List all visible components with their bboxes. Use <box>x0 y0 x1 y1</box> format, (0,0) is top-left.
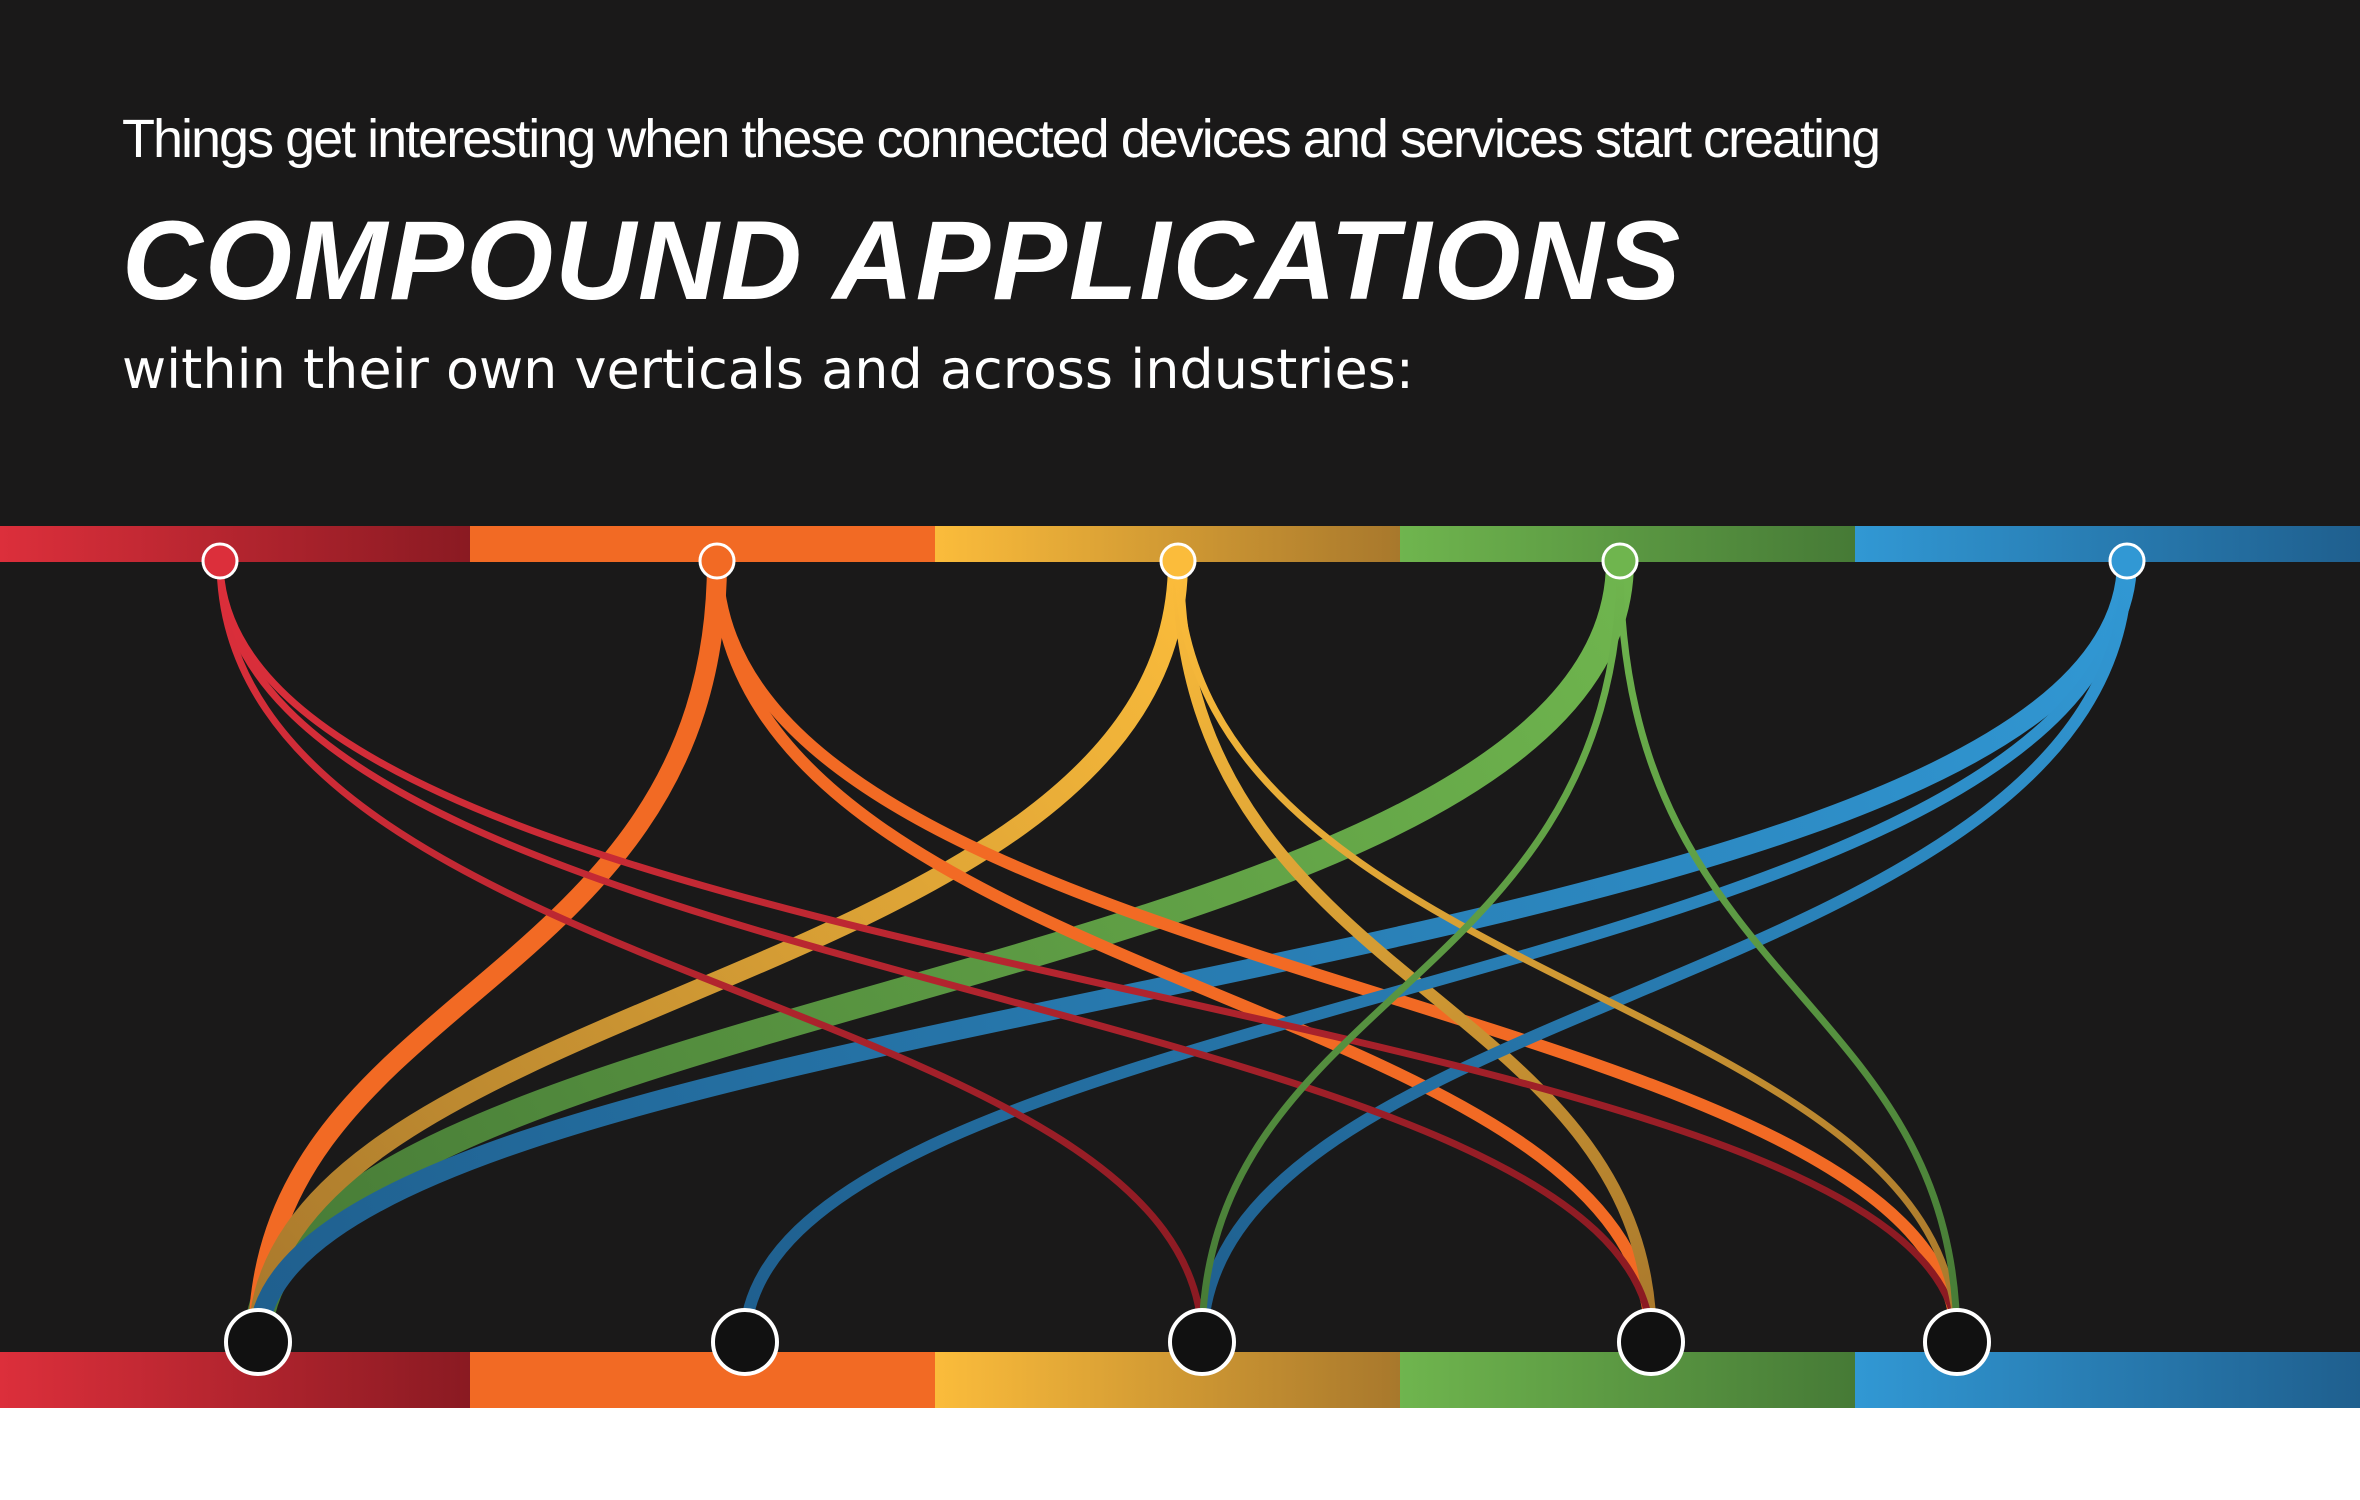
target-node-blue <box>1923 1308 1991 1376</box>
bottom-color-band <box>0 1352 2360 1408</box>
source-nodes <box>201 542 2146 580</box>
connection-orange-to-green <box>711 555 1657 1348</box>
connection-blue-to-orange <box>739 555 2133 1348</box>
target-nodes <box>224 1308 1991 1376</box>
source-node-green <box>1601 542 1639 580</box>
connection-green-to-blue <box>1616 557 1961 1346</box>
target-node-green <box>1617 1308 1685 1376</box>
top-band-blue <box>1855 526 2360 562</box>
bottom-band-orange <box>470 1352 935 1408</box>
subheading-text: within their own verticals and across in… <box>122 338 1414 401</box>
connection-red-to-blue <box>216 557 1961 1346</box>
connection-red-to-yellow <box>216 557 1206 1346</box>
target-node-orange <box>711 1308 779 1376</box>
bottom-band-yellow <box>935 1352 1400 1408</box>
source-node-yellow <box>1159 542 1197 580</box>
connection-lines <box>216 547 2137 1356</box>
headline-compound-applications: COMPOUND APPLICATIONS <box>122 198 1683 323</box>
source-node-orange <box>698 542 736 580</box>
connection-yellow-to-blue <box>1174 557 1961 1346</box>
connection-orange-to-red <box>248 551 727 1352</box>
connection-green-to-yellow <box>1198 557 1624 1346</box>
target-node-yellow <box>1168 1308 1236 1376</box>
connection-red-to-green <box>216 557 1655 1346</box>
target-node-red <box>224 1308 292 1376</box>
intro-text: Things get interesting when these connec… <box>122 109 1881 169</box>
connection-blue-to-yellow <box>1196 555 2133 1348</box>
connection-orange-to-blue <box>711 555 1963 1348</box>
source-node-red <box>201 542 239 580</box>
connection-green-to-red <box>244 547 1634 1356</box>
source-node-blue <box>2108 542 2146 580</box>
